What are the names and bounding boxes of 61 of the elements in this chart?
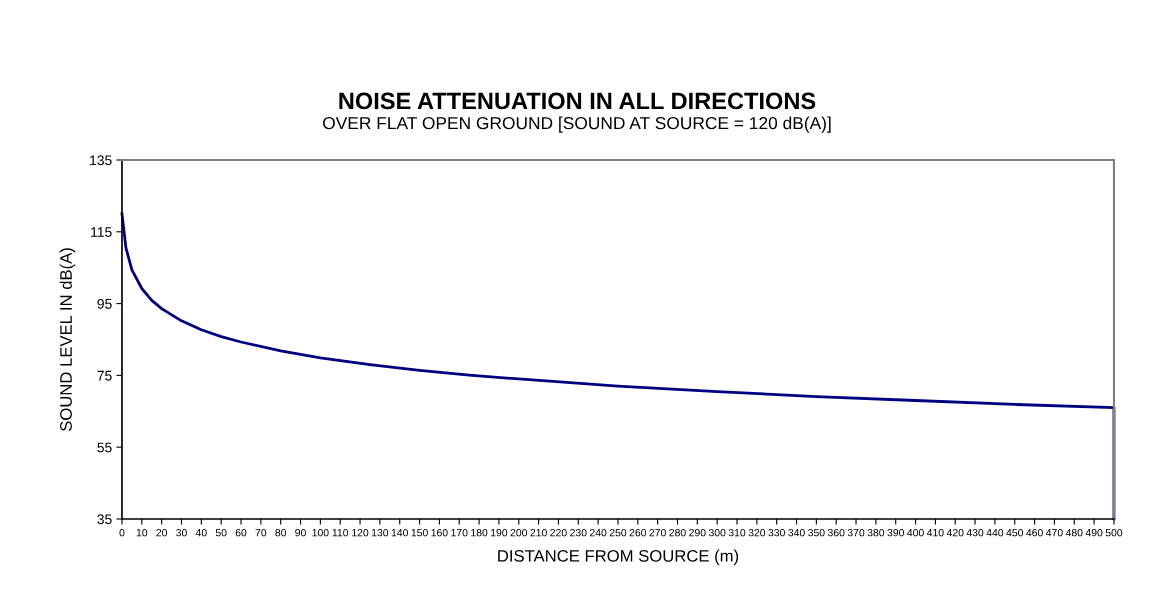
y-tick-label: 95 bbox=[97, 298, 112, 309]
x-tick-label: 240 bbox=[589, 528, 607, 537]
x-tick-label: 420 bbox=[946, 528, 964, 537]
chart-subtitle: OVER FLAT OPEN GROUND [SOUND AT SOURCE = 120 dB(A)] bbox=[323, 116, 831, 133]
x-tick-label: 370 bbox=[847, 528, 865, 537]
x-tick-label: 20 bbox=[156, 528, 168, 537]
x-tick-label: 410 bbox=[926, 528, 944, 537]
x-tick-label: 150 bbox=[411, 528, 428, 537]
x-tick-label: 130 bbox=[372, 528, 389, 537]
x-tick-label: 390 bbox=[887, 528, 904, 537]
chart-title: NOISE ATTENUATION IN ALL DIRECTIONS bbox=[339, 92, 816, 110]
x-tick-label: 140 bbox=[391, 528, 409, 537]
x-tick-label: 270 bbox=[649, 528, 666, 537]
y-tick-label: 55 bbox=[97, 442, 112, 453]
y-tick-label: 75 bbox=[97, 370, 112, 381]
x-tick-label: 30 bbox=[176, 528, 187, 537]
y-tick-label: 115 bbox=[91, 227, 112, 237]
x-tick-label: 350 bbox=[808, 528, 825, 537]
x-tick-label: 90 bbox=[295, 528, 306, 537]
x-tick-label: 180 bbox=[471, 528, 488, 537]
x-tick-label: 190 bbox=[491, 528, 508, 537]
x-tick-label: 210 bbox=[530, 528, 547, 537]
x-tick-label: 360 bbox=[827, 528, 845, 537]
x-tick-label: 260 bbox=[629, 528, 647, 537]
y-tick-label: 35 bbox=[97, 514, 112, 525]
y-tick-label: 135 bbox=[90, 155, 112, 166]
x-tick-label: 480 bbox=[1065, 528, 1083, 537]
x-tick-label: 290 bbox=[689, 528, 706, 537]
x-tick-label: 250 bbox=[609, 528, 627, 537]
x-tick-label: 200 bbox=[510, 528, 528, 537]
x-tick-label: 80 bbox=[275, 528, 287, 537]
x-tick-label: 160 bbox=[431, 528, 448, 537]
x-tick-label: 0 bbox=[119, 528, 125, 537]
x-tick-label: 120 bbox=[352, 528, 369, 537]
x-tick-label: 230 bbox=[570, 528, 587, 537]
x-tick-label: 300 bbox=[708, 528, 726, 537]
x-tick-label: 340 bbox=[788, 528, 805, 537]
x-tick-label: 10 bbox=[136, 528, 148, 537]
y-axis-title: SOUND LEVEL IN dB(A) bbox=[59, 248, 76, 432]
x-tick-label: 500 bbox=[1105, 528, 1123, 537]
x-tick-label: 330 bbox=[768, 528, 785, 537]
x-tick-label: 70 bbox=[255, 528, 267, 537]
x-tick-label: 50 bbox=[215, 528, 227, 537]
x-tick-label: 470 bbox=[1045, 528, 1063, 537]
x-tick-label: 170 bbox=[451, 528, 468, 537]
x-tick-label: 320 bbox=[748, 528, 766, 537]
x-tick-label: 380 bbox=[867, 528, 885, 537]
x-tick-label: 220 bbox=[550, 528, 567, 537]
x-tick-label: 430 bbox=[966, 528, 984, 537]
x-tick-label: 310 bbox=[728, 528, 746, 537]
x-tick-label: 440 bbox=[986, 528, 1004, 537]
x-tick-label: 100 bbox=[312, 528, 329, 537]
x-tick-label: 460 bbox=[1026, 528, 1043, 537]
x-tick-label: 40 bbox=[195, 528, 207, 537]
x-tick-label: 280 bbox=[669, 528, 686, 537]
x-axis-title: DISTANCE FROM SOURCE (m) bbox=[498, 549, 739, 566]
x-tick-label: 450 bbox=[1006, 528, 1024, 537]
x-tick-label: 400 bbox=[907, 528, 924, 537]
x-tick-label: 60 bbox=[235, 528, 247, 537]
x-tick-label: 110 bbox=[332, 528, 349, 537]
x-tick-label: 490 bbox=[1085, 528, 1103, 537]
